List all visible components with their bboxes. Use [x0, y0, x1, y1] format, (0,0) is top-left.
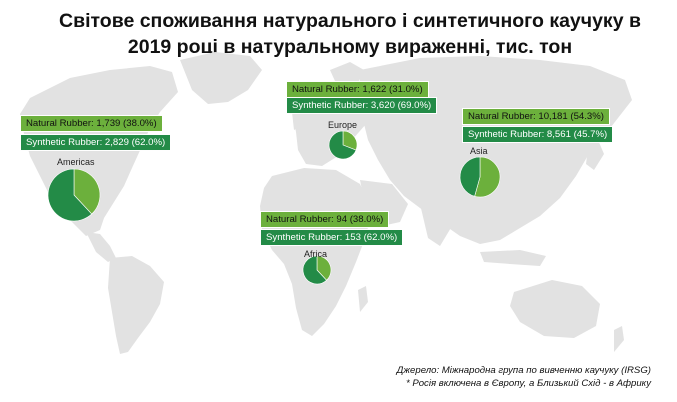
europe-natural-rubber-label: Natural Rubber: 1,622 (31.0%)	[286, 81, 429, 98]
source-note: Джерело: Міжнародна група по вивченню ка…	[397, 364, 651, 390]
south-america-landmass	[108, 256, 164, 354]
asia-region-label: Asia	[470, 146, 488, 156]
americas-natural-rubber-label: Natural Rubber: 1,739 (38.0%)	[20, 115, 163, 132]
americas-synthetic-rubber-label: Synthetic Rubber: 2,829 (62.0%)	[20, 134, 172, 151]
source-line: Джерело: Міжнародна група по вивченню ка…	[396, 365, 651, 376]
americas-pie	[47, 168, 101, 222]
greenland-landmass	[180, 52, 262, 104]
africa-natural-rubber-label: Natural Rubber: 94 (38.0%)	[260, 211, 390, 228]
africa-synthetic-rubber-label: Synthetic Rubber: 153 (62.0%)	[260, 229, 404, 246]
africa-pie	[302, 255, 332, 285]
africa-landmass	[260, 168, 372, 336]
europe-synthetic-rubber-label: Synthetic Rubber: 3,620 (69.0%)	[286, 97, 438, 114]
central-america-landmass	[86, 232, 116, 262]
asia-natural-rubber-label: Natural Rubber: 10,181 (54.3%)	[462, 108, 610, 125]
asia-pie	[459, 156, 501, 198]
new-zealand-landmass	[614, 326, 624, 352]
indonesia-landmass	[480, 250, 546, 266]
chart-title: Світове споживання натурального і синтет…	[59, 10, 641, 58]
africa-region-label: Africa	[304, 249, 328, 259]
americas-synthetic-rubber-slice	[47, 168, 93, 222]
europe-synthetic-rubber-slice	[328, 130, 357, 160]
india-landmass	[420, 204, 452, 246]
north-america-landmass	[20, 66, 178, 236]
europe-pie	[328, 130, 358, 160]
asia-synthetic-rubber-slice	[459, 156, 481, 197]
africa-natural-rubber-slice	[316, 255, 332, 281]
australia-landmass	[510, 280, 600, 338]
asia-natural-rubber-slice	[474, 156, 501, 198]
europe-natural-rubber-slice	[342, 130, 358, 151]
footnote-line: * Росія включена в Європу, а Близький Сх…	[406, 378, 651, 389]
americas-natural-rubber-slice	[73, 168, 101, 215]
japan-landmass	[586, 140, 604, 170]
europe-region-label: Europe	[328, 120, 358, 130]
africa-synthetic-rubber-slice	[302, 255, 327, 285]
americas-region-label: Americas	[57, 157, 95, 167]
asia-synthetic-rubber-label: Synthetic Rubber: 8,561 (45.7%)	[462, 126, 614, 143]
madagascar-landmass	[358, 286, 368, 312]
